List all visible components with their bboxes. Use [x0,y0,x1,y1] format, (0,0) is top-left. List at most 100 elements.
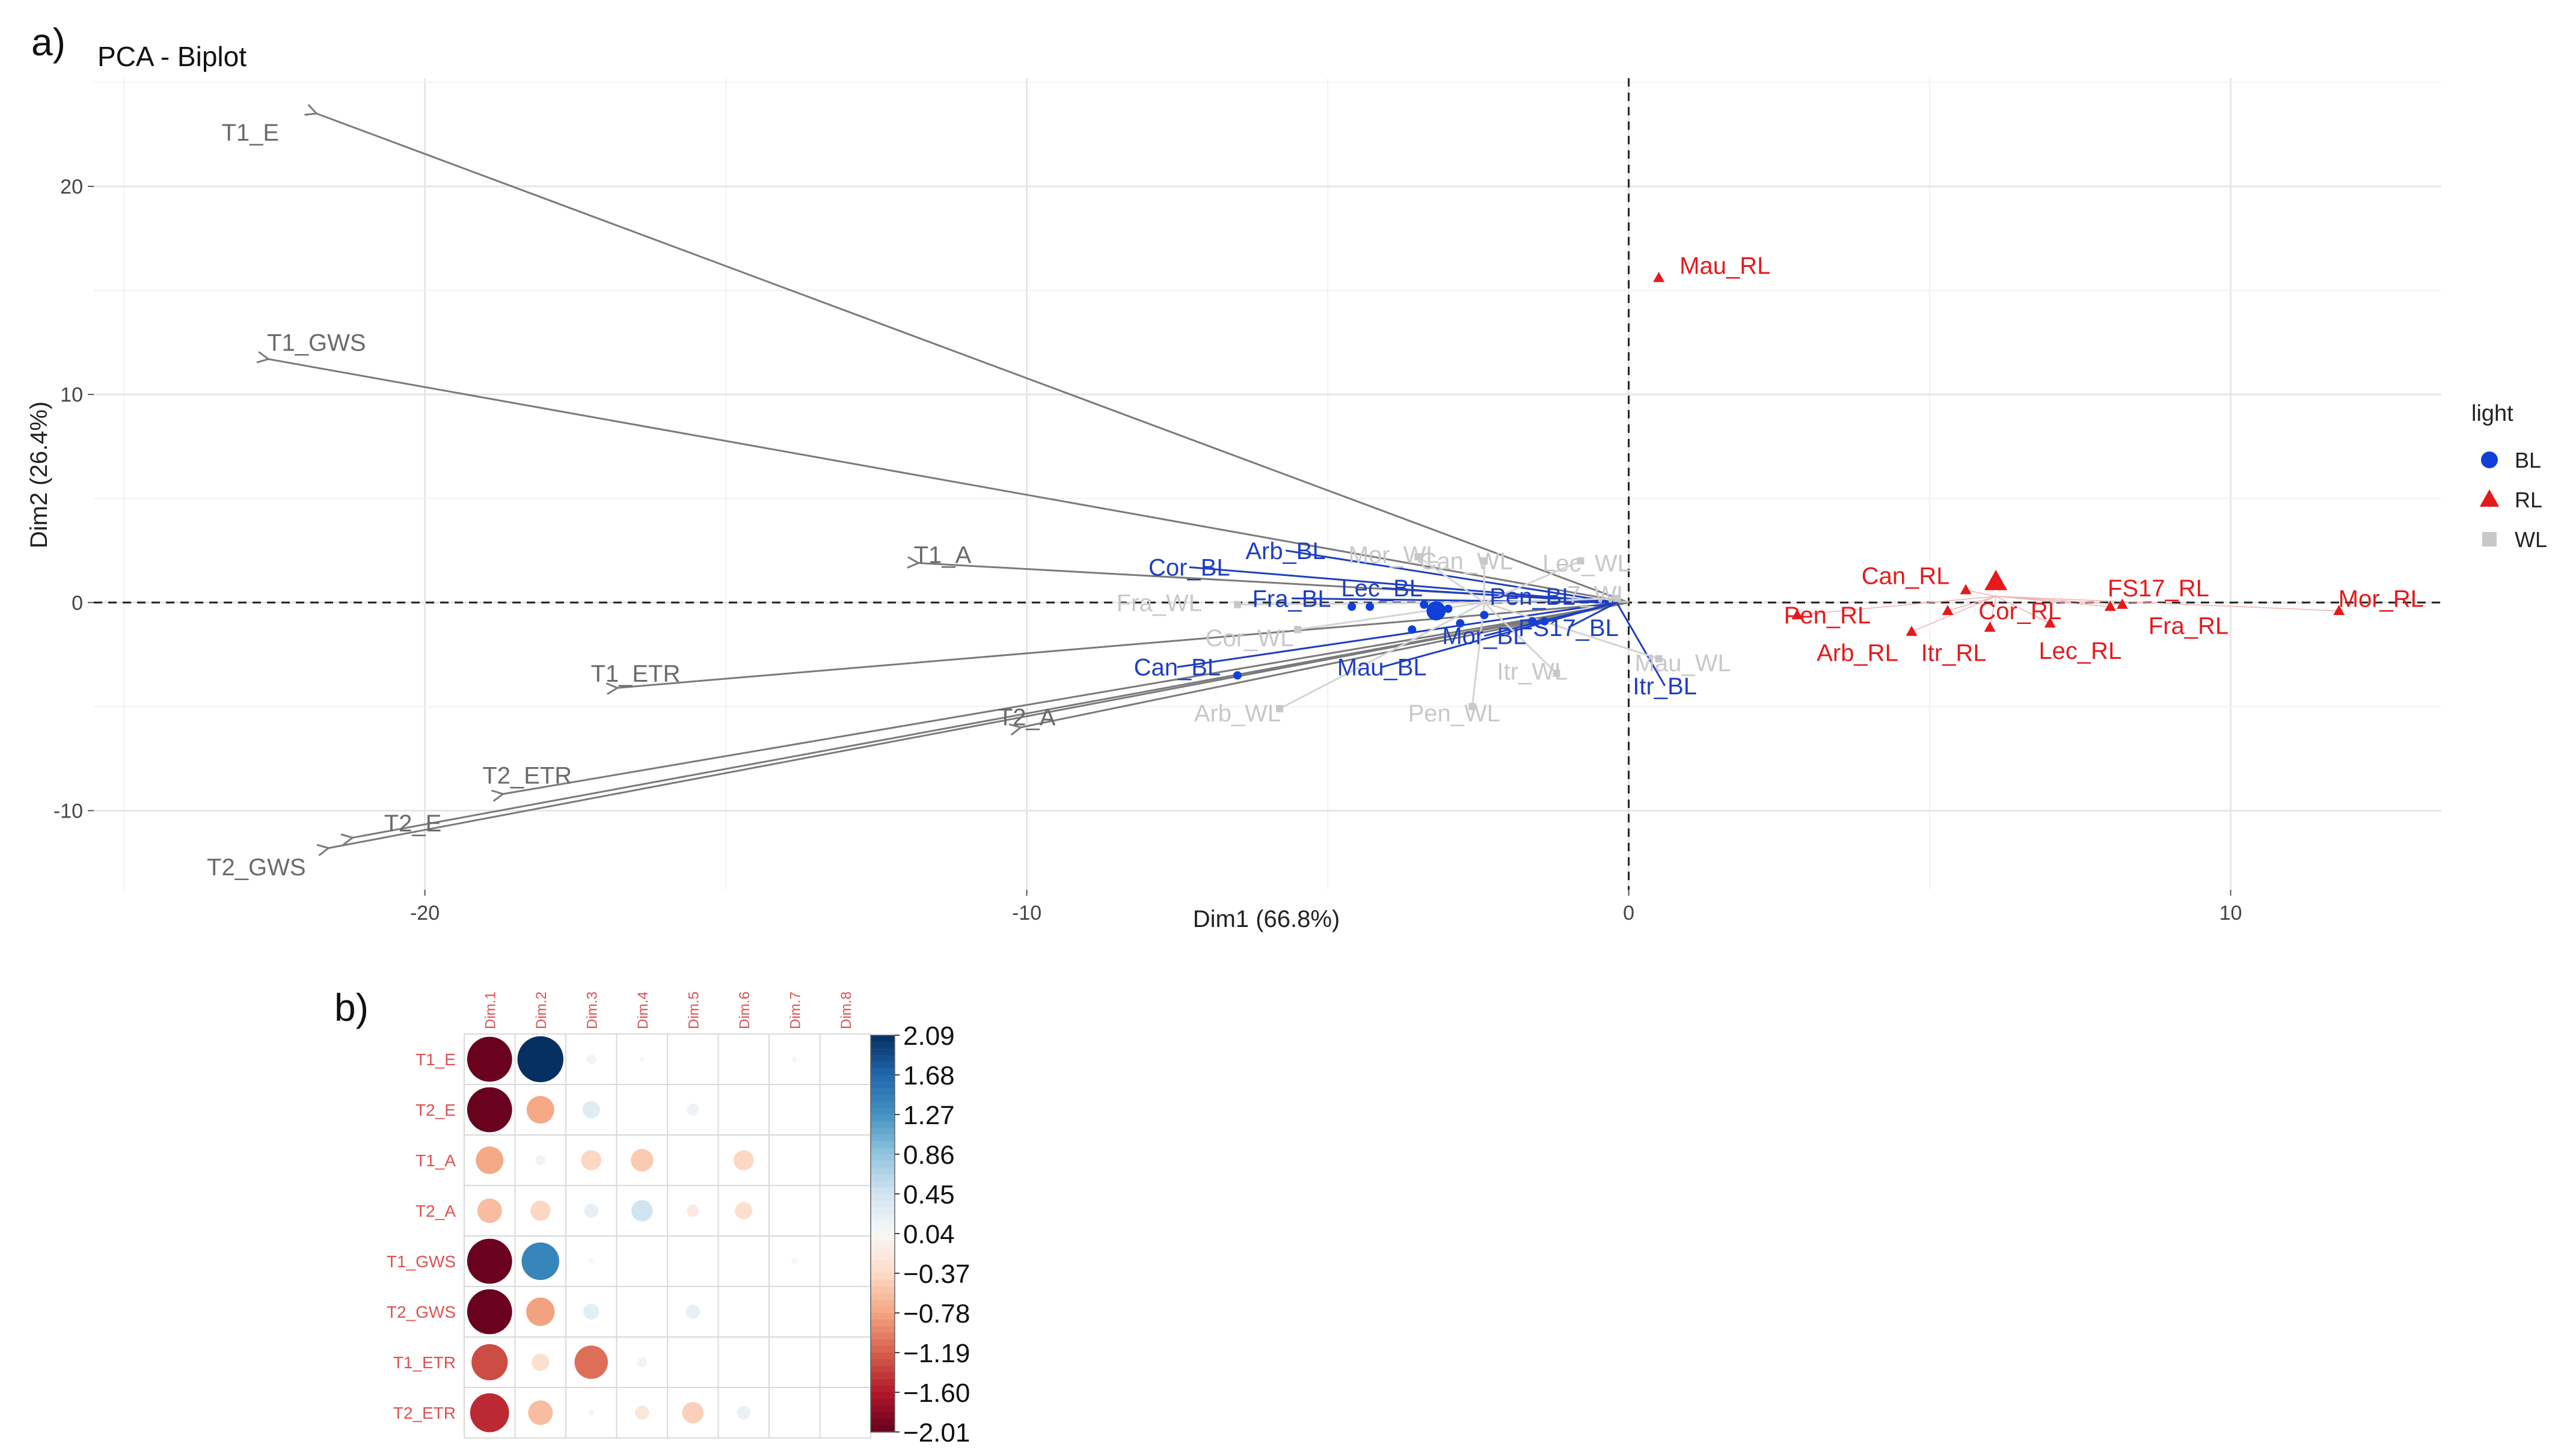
legend-label-wl: WL [2515,527,2547,552]
corr-circle [477,1198,502,1223]
corr-row-label: T1_ETR [393,1353,456,1372]
variable-arrow-t1-e [316,114,1630,604]
colorbar-tick-label: 2.09 [903,1021,955,1051]
corr-circle [535,1155,546,1166]
corr-circle [637,1357,648,1368]
corr-row-label: T2_E [416,1101,456,1119]
corr-cell [819,1084,871,1136]
point-pen-wl [1468,703,1476,711]
colorbar-segment [871,1055,895,1062]
legend-label-rl: RL [2515,488,2542,512]
x-tick-label: 0 [1623,902,1634,925]
colorbar-segment [871,1035,895,1042]
variable-arrow-t2-e [352,601,1629,837]
colorbar-segment [871,1399,895,1406]
correlation-plot: Dim.1 Dim.2 Dim.3 Dim.4 Dim.5 Dim.6 Dim.7 Dim.8… [387,991,871,1439]
point-can-wl [1480,557,1488,565]
corr-circle [526,1297,555,1326]
colorbar-segment [871,1339,895,1347]
colorbar-segment [871,1359,895,1366]
point-cor-wl [1294,626,1302,634]
colorbar-segment [871,1425,895,1433]
colorbar-segment [871,1194,895,1201]
corr-col-label: Dim.7 [787,991,803,1029]
corr-col-label: Dim.6 [737,991,753,1029]
rl-link [1947,596,1996,611]
point-label-mau-wl: Mau_WL [1635,650,1731,677]
colorbar-tick-label: 1.68 [903,1061,955,1090]
legend-key-rl [2479,489,2500,507]
colorbar-segment [871,1181,895,1188]
point-label-can-bl: Can_BL [1134,655,1221,681]
corr-row-label: T2_A [416,1202,456,1220]
y-tick-label: 10 [60,384,83,406]
x-tick-label: -10 [1012,902,1041,925]
legend-key-wl [2482,532,2497,546]
corr-circle [735,1202,753,1220]
wl-link [1237,601,1485,606]
colorbar-segment [871,1088,895,1095]
colorbar-tick-label: 0.86 [903,1140,955,1170]
corr-circle [682,1402,704,1424]
y-tick-label: -10 [54,800,83,822]
panel-b-label: b) [334,986,369,1029]
panel-a-label: a) [31,20,66,64]
corr-circle [734,1150,754,1170]
point-can-bl [1233,671,1242,680]
corr-col-label: Dim.5 [685,991,702,1029]
corr-circle [791,1056,797,1062]
point-mau-rl [1653,272,1665,283]
point-label-mor-wl: Mor_WL [1349,542,1440,569]
corr-cell [768,1286,821,1338]
colorbar-segment [871,1095,895,1102]
centroid-bl [1426,601,1446,621]
point-lec-wl [1577,557,1584,565]
colorbar-segment [871,1320,895,1327]
variable-label-t1-e: T1_E [221,120,279,146]
corr-cell [819,1387,871,1439]
bl-link [1381,601,1617,668]
colorbar-segment [871,1081,895,1089]
colorbar-segment [871,1201,895,1208]
corr-circle [526,1096,554,1124]
colorbar-segment [871,1273,895,1280]
variable-label-t2-etr: T2_ETR [482,763,572,789]
corr-row-label: T2_ETR [393,1404,456,1422]
colorbar-segment [871,1406,895,1413]
point-label-fra-rl: Fra_RL [2148,613,2228,639]
corr-cell [616,1084,668,1136]
bl-link [1285,549,1617,604]
wl-link [1483,560,1581,604]
colorbar-segment [871,1174,895,1181]
corr-circle [687,1204,699,1217]
y-tick-label: 20 [60,176,83,198]
variable-label-t1-a: T1_A [914,542,972,569]
colorbar-segment [871,1333,895,1340]
colorbar-segment [871,1134,895,1142]
corr-circle [584,1204,599,1218]
point-fra-rl [2104,601,2116,611]
point-mor-rl [2333,605,2345,616]
point-label-cor-wl: Cor_WL [1206,625,1294,652]
variable-label-t2-gws: T2_GWS [207,854,305,881]
corr-col-label: Dim.2 [533,991,550,1029]
colorbar-segment [871,1306,895,1314]
colorbar-segment [871,1386,895,1393]
corr-circle [737,1406,750,1420]
wl-link [1297,601,1485,631]
corr-circle [470,1393,509,1433]
corr-circle [471,1344,508,1381]
rl-link [1996,596,2111,607]
corr-cell [667,1033,719,1085]
corr-cell [819,1286,871,1338]
point-pen-bl [1480,611,1489,620]
point-arb-wl [1276,705,1284,712]
colorbar-segment [871,1247,895,1254]
corr-circle [521,1242,560,1280]
biplot-arrows [268,114,1630,848]
rl-link [1966,589,1996,597]
colorbar-segment [871,1075,895,1082]
corr-cell [717,1033,770,1085]
colorbar-segment [871,1161,895,1168]
point-label-mor-bl: Mor_BL [1442,623,1526,650]
